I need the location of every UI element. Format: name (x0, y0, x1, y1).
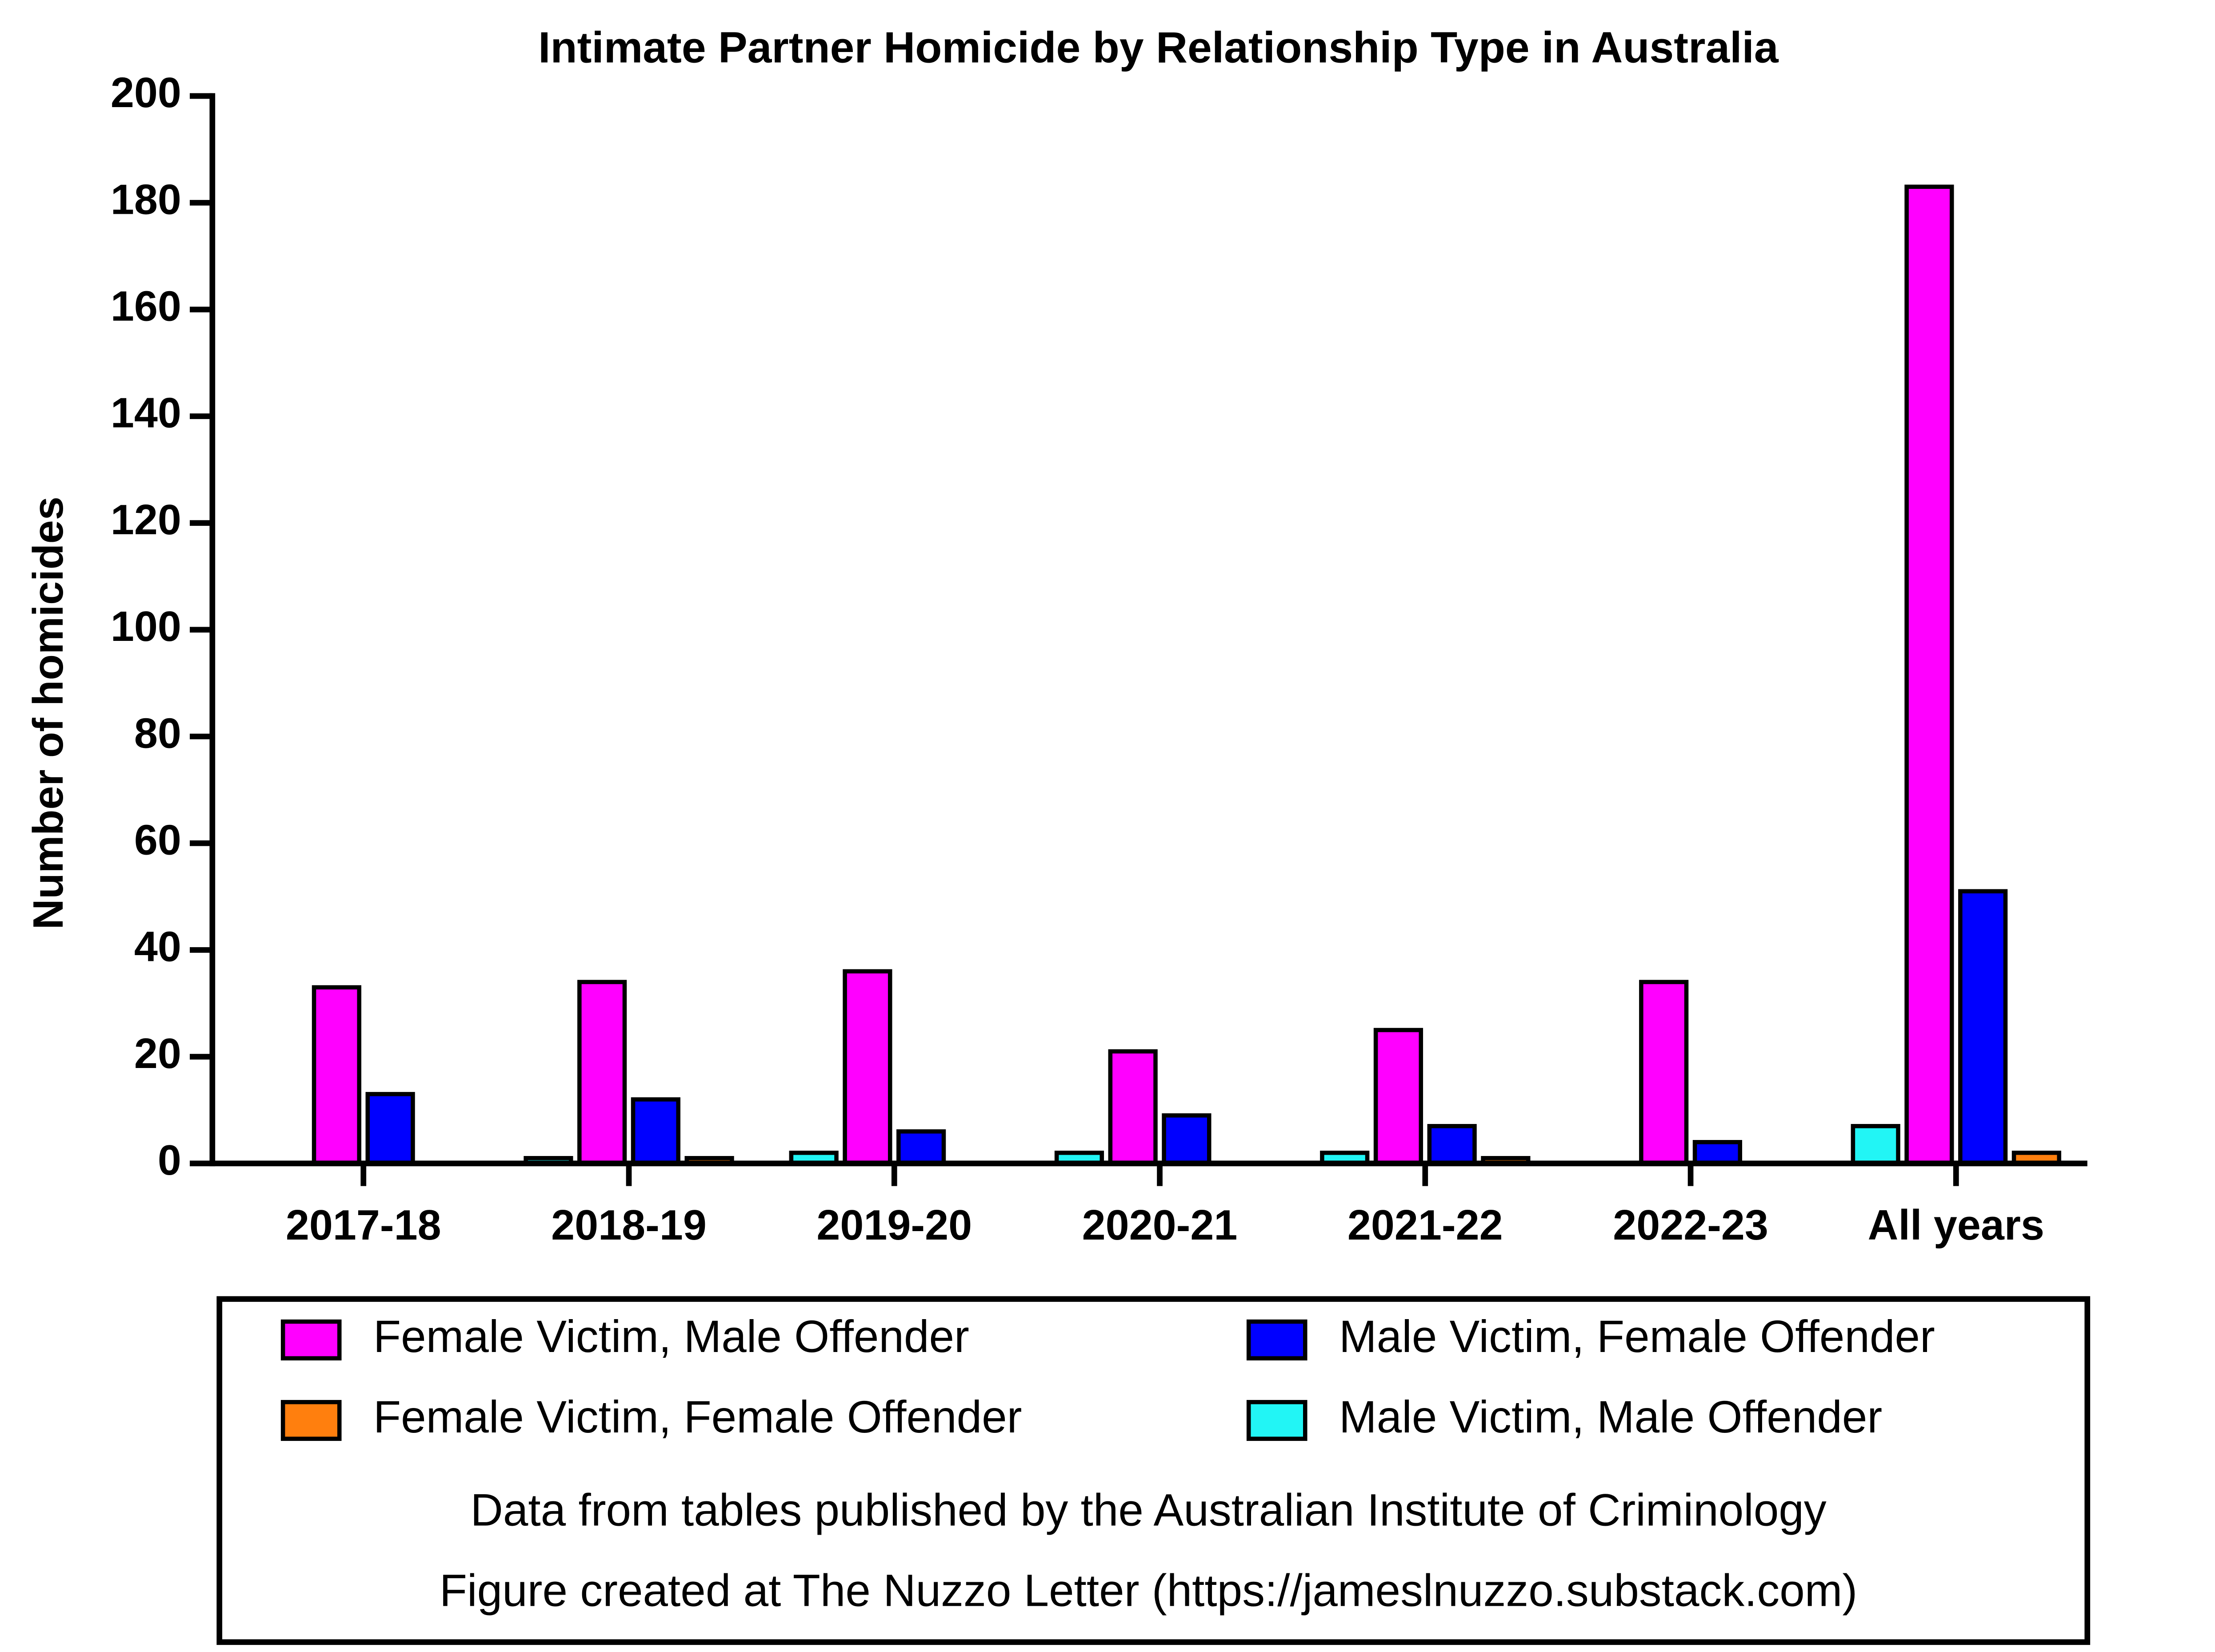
x-tick-label: All years (1868, 1202, 2044, 1249)
bar (1427, 1124, 1477, 1166)
x-tick-label: 2020-21 (1082, 1202, 1238, 1249)
y-tick-label: 200 (111, 69, 181, 116)
chart-title: Intimate Partner Homicide by Relationshi… (538, 23, 1779, 72)
legend-swatch (280, 1319, 342, 1360)
y-tick-label: 80 (134, 710, 181, 757)
x-tick-label: 2017-18 (286, 1202, 441, 1249)
y-tick-label: 120 (111, 496, 181, 544)
bar (365, 1092, 415, 1166)
note: Figure created at The Nuzzo Letter (http… (440, 1565, 1857, 1616)
legend-box (216, 1296, 2091, 1645)
legend-label: Male Victim, Male Offender (1339, 1392, 1882, 1442)
y-tick-label: 0 (158, 1137, 181, 1184)
bar (1958, 889, 2008, 1166)
x-tick-label: 2018-19 (551, 1202, 707, 1249)
bar (896, 1129, 946, 1166)
y-tick-label: 180 (111, 176, 181, 223)
y-tick-label: 60 (134, 816, 181, 864)
legend-label: Female Victim, Female Offender (373, 1392, 1022, 1442)
x-tick-label: 2022-23 (1613, 1202, 1768, 1249)
legend-swatch (280, 1400, 342, 1441)
y-tick-label: 140 (111, 390, 181, 437)
x-tick-label: 2021-22 (1347, 1202, 1503, 1249)
bar (1162, 1113, 1211, 1166)
y-axis-label: Number of homicides (25, 496, 72, 929)
bar (577, 980, 627, 1166)
bar (1639, 980, 1689, 1166)
y-tick-label: 100 (111, 603, 181, 650)
bar (1904, 184, 1954, 1166)
legend-swatch (1246, 1319, 1307, 1360)
bar (1692, 1140, 1743, 1166)
x-tick-label: 2019-20 (816, 1202, 972, 1249)
legend-label: Female Victim, Male Offender (373, 1311, 969, 1362)
legend-label: Male Victim, Female Offender (1339, 1311, 1935, 1362)
bar (631, 1097, 680, 1166)
bar (312, 985, 361, 1166)
legend-swatch (1246, 1400, 1307, 1441)
y-tick-label: 20 (134, 1030, 181, 1077)
bar (1373, 1028, 1423, 1166)
bar (843, 969, 892, 1166)
note: Data from tables published by the Austra… (470, 1485, 1826, 1536)
y-tick-label: 160 (111, 283, 181, 330)
bar (1108, 1049, 1158, 1166)
bar (1851, 1124, 1900, 1166)
y-tick-label: 40 (134, 924, 181, 971)
